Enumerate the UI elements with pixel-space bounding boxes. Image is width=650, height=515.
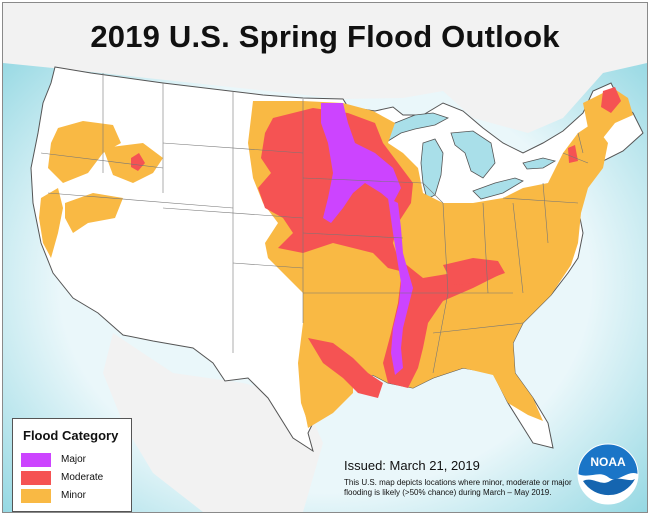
lake-erie <box>472 177 524 200</box>
canada-land <box>3 3 647 133</box>
minor-california <box>39 188 63 258</box>
minor-nevada <box>65 193 123 233</box>
lake-huron <box>450 130 496 179</box>
mexico-land <box>103 333 323 512</box>
moderate-swatch <box>21 471 51 485</box>
legend-label-moderate: Moderate <box>61 472 104 483</box>
flood-map <box>3 3 647 512</box>
noaa-logo-icon: NOAA <box>577 443 639 505</box>
legend: Flood Category Major Moderate Minor <box>12 418 132 512</box>
major-swatch <box>21 453 51 467</box>
moderate-texas-louisiana <box>308 338 383 398</box>
moderate-idaho <box>131 153 145 171</box>
state-borders <box>40 73 589 374</box>
lake-superior <box>374 112 450 142</box>
legend-title: Flood Category <box>23 428 119 443</box>
major-red-river-minnesota <box>321 103 401 223</box>
noaa-text: NOAA <box>590 455 626 469</box>
lake-ontario <box>522 157 557 170</box>
issued-date: Issued: March 21, 2019 <box>344 458 480 473</box>
moderate-tennessee <box>443 258 505 285</box>
legend-label-major: Major <box>61 454 87 465</box>
minor-swatch <box>21 489 51 503</box>
moderate-vermont <box>568 145 578 163</box>
moderate-mississippi <box>383 258 503 388</box>
map-description: This U.S. map depicts locations where mi… <box>344 478 572 497</box>
map-title: 2019 U.S. Spring Flood Outlook <box>90 19 560 54</box>
legend-label-minor: Minor <box>61 490 87 501</box>
major-mississippi-river <box>388 198 413 375</box>
major-flood-areas <box>321 103 413 375</box>
moderate-maine <box>601 87 621 113</box>
